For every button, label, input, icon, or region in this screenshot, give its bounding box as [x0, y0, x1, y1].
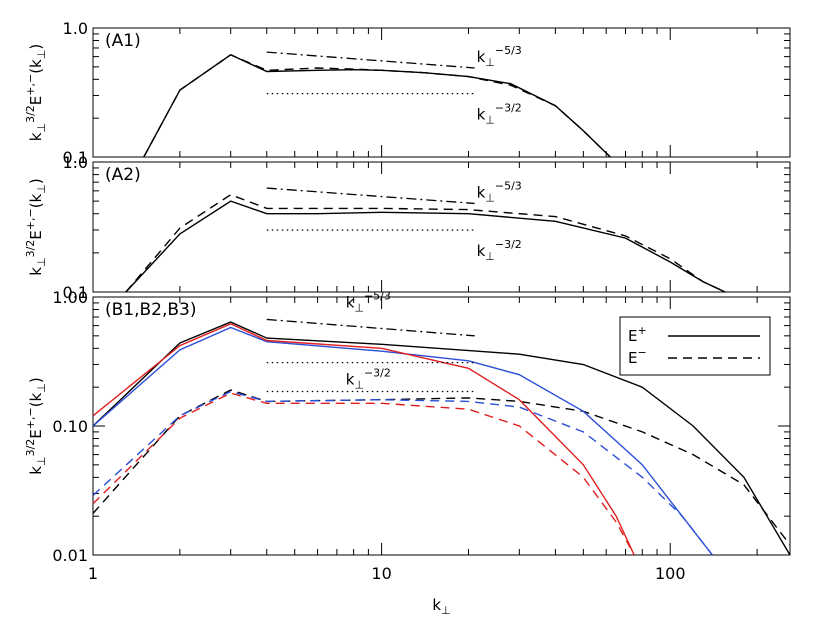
reference-line-dashdot — [266, 51, 475, 69]
legend-entry-label: E− — [628, 346, 647, 367]
series-line-E- — [143, 54, 611, 157]
y-tick-label: 1.0 — [63, 153, 88, 172]
series-line-B1-E- — [93, 321, 790, 555]
series-group — [143, 53, 611, 157]
panel-2: 0.1 1.0 (A2) k⊥3/2E+,−(k⊥) k⊥−5/3 k⊥−3/2 — [24, 153, 791, 302]
legend-box — [619, 316, 771, 376]
x-tick-label: 1 — [88, 564, 98, 583]
series-line-B2-E- — [93, 326, 713, 555]
y-axis-label: k⊥3/2E+,−(k⊥) — [24, 44, 48, 141]
panel-label: (A1) — [105, 31, 141, 51]
reference-line-label: k⊥−5/3 — [477, 44, 522, 69]
series-line-B1-E- — [93, 389, 790, 546]
legend-entry-label: E+ — [628, 324, 647, 345]
series-line-B2-E- — [93, 390, 713, 555]
reference-line-dashdot — [266, 318, 475, 337]
legend: E+E− — [619, 316, 771, 376]
reference-line-label: k⊥−3/2 — [346, 367, 391, 392]
series-group — [93, 321, 790, 555]
reference-line-dashdot — [266, 187, 475, 205]
plot-frame — [92, 27, 791, 158]
panel-1: 0.1 1.0 (A1) k⊥3/2E+,−(k⊥) k⊥−5/3 k⊥−3/2 — [24, 19, 791, 167]
x-tick-label: 100 — [655, 564, 686, 583]
series-line-E- — [125, 193, 726, 292]
y-tick-label: 1.00 — [52, 288, 88, 307]
x-axis-label: k⊥ — [432, 596, 450, 617]
series-line-B3-E- — [93, 392, 635, 555]
plot-frame — [92, 161, 791, 293]
panel-label: (B1,B2,B3) — [105, 300, 197, 320]
reference-line-label: k⊥−5/3 — [346, 289, 391, 314]
reference-line-label: k⊥−5/3 — [477, 179, 522, 204]
y-tick-label: 1.0 — [63, 19, 88, 38]
y-tick-label: 0.01 — [52, 546, 88, 565]
y-tick-label: 0.1 — [63, 148, 88, 167]
series-line-B3-E- — [93, 323, 635, 555]
x-tick-label: 10 — [371, 564, 391, 583]
panel-label: (A2) — [105, 165, 141, 185]
series-line-E- — [125, 200, 726, 292]
y-tick-label: 0.1 — [63, 283, 88, 302]
y-axis-label: k⊥3/2E+,−(k⊥) — [24, 178, 48, 275]
panel-3: 0.01 0.10 1.00 1 10 100 (B1,B2,B3) k⊥3/2E+,−(k⊥… — [24, 288, 791, 617]
y-axis-label: k⊥3/2E+,−(k⊥) — [24, 377, 48, 474]
series-group — [125, 193, 726, 292]
y-tick-label: 0.10 — [52, 417, 88, 436]
reference-line-label: k⊥−3/2 — [477, 102, 522, 127]
reference-line-label: k⊥−3/2 — [477, 238, 522, 263]
